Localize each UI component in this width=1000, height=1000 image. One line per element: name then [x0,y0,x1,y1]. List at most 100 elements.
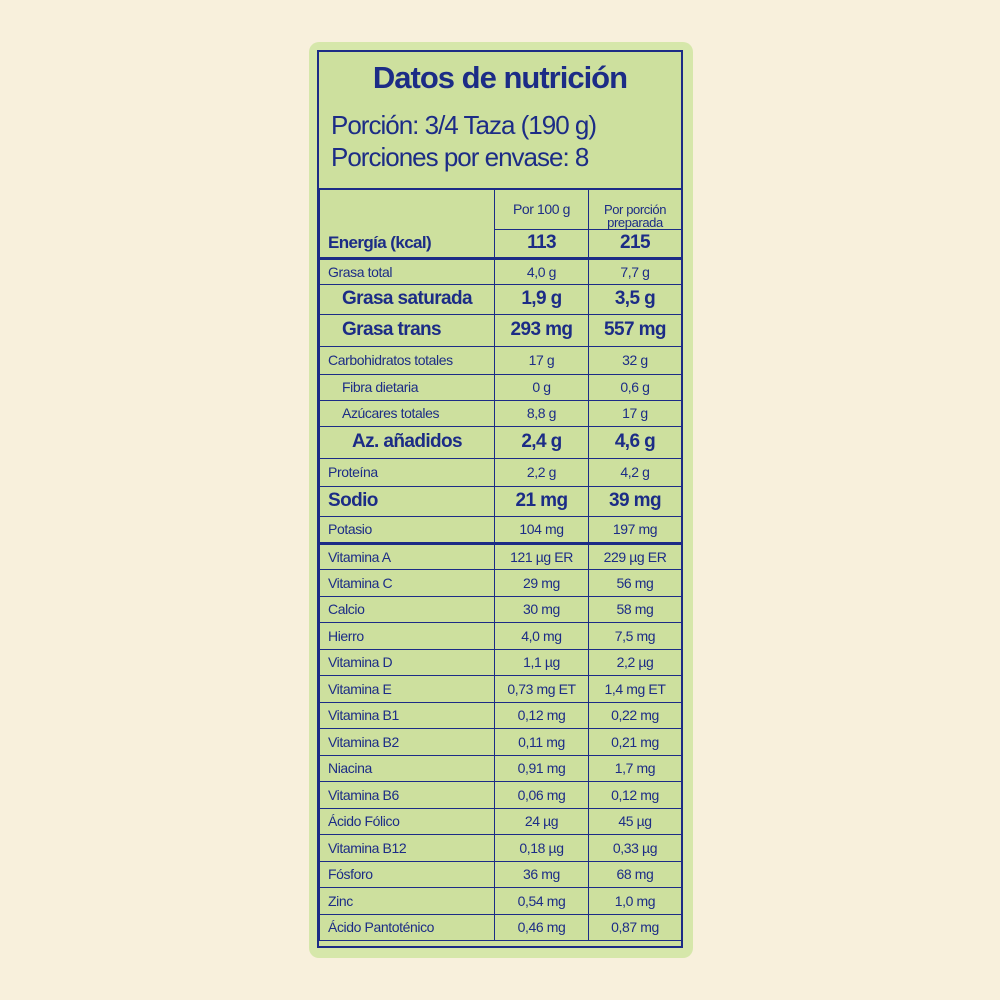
nutrient-row: Grasa total 4,0 g 7,7 g [319,257,682,285]
nutrient-row: Az. añadidos 2,4 g 4,6 g [319,425,682,459]
value-per-100g: 4,0 mg [494,622,589,650]
value-per-serving: 0,6 g [588,373,682,401]
nutrient-row: Azúcares totales 8,8 g 17 g [319,399,682,427]
value-per-serving: 7,7 g [588,257,682,285]
nutrient-row: Vitamina B6 0,06 mg 0,12 mg [319,781,682,809]
nutrient-name: Vitamina B6 [319,781,495,809]
value-per-serving: 4,6 g [588,425,682,459]
nutrient-row: Fibra dietaria 0 g 0,6 g [319,373,682,401]
value-per-serving: 4,2 g [588,457,682,487]
header-row: Por 100 g Por porción preparada [319,188,682,230]
value-per-serving: 3,5 g [588,283,682,315]
nutrient-row: Vitamina B1 0,12 mg 0,22 mg [319,701,682,729]
value-per-100g: 21 mg [494,485,589,517]
nutrient-name: Vitamina A [319,542,495,570]
value-per-100g: 0,11 mg [494,728,589,756]
nutrient-row: Ácido Pantoténico 0,46 mg 0,87 mg [319,913,682,941]
nutrient-row: Carbohidratos totales 17 g 32 g [319,345,682,375]
nutrient-name: Fósforo [319,860,495,888]
value-per-100g: 1,1 µg [494,648,589,676]
value-per-100g: 0 g [494,373,589,401]
value-per-serving: 68 mg [588,860,682,888]
value-per-serving: 229 µg ER [588,542,682,570]
nutrient-row: Grasa saturada 1,9 g 3,5 g [319,283,682,315]
nutrient-name: Grasa trans [319,313,495,347]
value-per-100g: 30 mg [494,595,589,623]
value-per-100g: 36 mg [494,860,589,888]
value-per-100g: 2,4 g [494,425,589,459]
nutrient-row: Vitamina D 1,1 µg 2,2 µg [319,648,682,676]
nutrient-row: Zinc 0,54 mg 1,0 mg [319,887,682,915]
nutrient-name: Grasa total [319,257,495,285]
value-per-100g: 0,54 mg [494,887,589,915]
value-per-serving: 56 mg [588,569,682,597]
value-per-100g: 0,06 mg [494,781,589,809]
nutrient-name: Vitamina B2 [319,728,495,756]
value-per-100g: 2,2 g [494,457,589,487]
value-per-100g: 104 mg [494,515,589,545]
nutrient-row: Hierro 4,0 mg 7,5 mg [319,622,682,650]
nutrient-row: Ácido Fólico 24 µg 45 µg [319,807,682,835]
nutrition-table: Por 100 g Por porción preparada Energía … [319,188,682,941]
nutrient-name: Potasio [319,515,495,545]
value-per-serving: 0,22 mg [588,701,682,729]
title: Datos de nutrición [372,60,628,95]
nutrient-name: Zinc [319,887,495,915]
column-header: Por 100 g [494,188,589,230]
value-per-serving: 17 g [588,399,682,427]
nutrient-name: Carbohidratos totales [319,345,495,375]
serving-size: Porción: 3/4 Taza (190 g) [331,110,597,140]
nutrient-row: Vitamina E 0,73 mg ET 1,4 mg ET [319,675,682,703]
nutrient-name: Ácido Pantoténico [319,913,495,941]
value-per-serving: 0,21 mg [588,728,682,756]
nutrient-name: Ácido Fólico [319,807,495,835]
value-per-serving: 58 mg [588,595,682,623]
value-per-serving: 2,2 µg [588,648,682,676]
energy-label: Energía (kcal) [319,229,495,260]
nutrient-row: Proteína 2,2 g 4,2 g [319,457,682,487]
value-per-serving: 0,33 µg [588,834,682,862]
nutrient-name: Vitamina D [319,648,495,676]
value-per-serving: 0,12 mg [588,781,682,809]
nutrient-name: Proteína [319,457,495,487]
value-per-serving: 1,7 mg [588,754,682,782]
nutrient-row: Calcio 30 mg 58 mg [319,595,682,623]
value-per-100g: 0,73 mg ET [494,675,589,703]
nutrient-name: Vitamina B1 [319,701,495,729]
value-per-serving: 32 g [588,345,682,375]
value-per-serving: 0,87 mg [588,913,682,941]
value-per-100g: 293 mg [494,313,589,347]
nutrient-row: Niacina 0,91 mg 1,7 mg [319,754,682,782]
value-per-100g: 24 µg [494,807,589,835]
nutrient-row: Vitamina A 121 µg ER 229 µg ER [319,542,682,570]
value-per-100g: 0,18 µg [494,834,589,862]
nutrient-name: Vitamina B12 [319,834,495,862]
nutrient-row: Vitamina C 29 mg 56 mg [319,569,682,597]
nutrient-row: Sodio 21 mg 39 mg [319,485,682,517]
nutrient-row: Vitamina B2 0,11 mg 0,21 mg [319,728,682,756]
value-per-100g: 0,12 mg [494,701,589,729]
header-empty [319,188,495,229]
nutrient-row: Fósforo 36 mg 68 mg [319,860,682,888]
value-per-100g: 29 mg [494,569,589,597]
value-per-serving: 39 mg [588,485,682,517]
nutrient-row: Grasa trans 293 mg 557 mg [319,313,682,347]
value-per-serving: 1,0 mg [588,887,682,915]
nutrient-name: Vitamina E [319,675,495,703]
nutrient-name: Hierro [319,622,495,650]
nutrient-name: Azúcares totales [319,399,495,427]
value-per-serving: 557 mg [588,313,682,347]
value-per-100g: 4,0 g [494,257,589,285]
nutrient-name: Sodio [319,485,495,517]
nutrient-name: Grasa saturada [319,283,495,315]
energy-value: 113 [494,228,589,260]
nutrient-row: Vitamina B12 0,18 µg 0,33 µg [319,834,682,862]
servings-per-container: Porciones por envase: 8 [331,142,589,172]
nutrient-row: Potasio 104 mg 197 mg [319,515,682,545]
nutrient-name: Vitamina C [319,569,495,597]
value-per-serving: 1,4 mg ET [588,675,682,703]
nutrient-name: Calcio [319,595,495,623]
energy-value: 215 [588,228,682,260]
nutrient-name: Az. añadidos [319,425,495,459]
